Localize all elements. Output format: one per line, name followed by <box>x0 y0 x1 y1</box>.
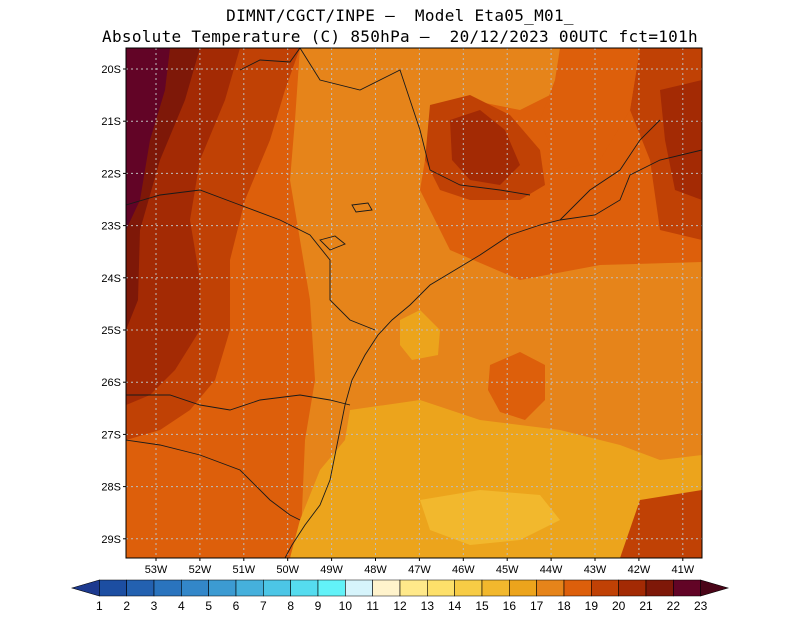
state-border-3 <box>126 439 301 521</box>
colorbar-label: 8 <box>287 599 294 613</box>
lon-label: 41W <box>671 564 694 576</box>
colorbar-label: 4 <box>178 599 185 613</box>
state-border-1 <box>126 189 376 331</box>
colorbar-swatch <box>208 579 237 597</box>
colorbar-label: 19 <box>585 599 599 613</box>
temp-band-southeast-warm <box>620 490 702 558</box>
colorbar-swatch <box>618 579 647 597</box>
colorbar-label: 11 <box>366 599 379 613</box>
colorbar-label: 15 <box>475 599 489 613</box>
lat-label: 20S <box>101 64 121 76</box>
colorbar-swatch <box>99 579 127 597</box>
colorbar-label: 14 <box>448 599 462 613</box>
title-line-2: Absolute Temperature (C) 850hPa – 20/12/… <box>102 27 698 46</box>
lon-label: 44W <box>540 564 563 576</box>
colorbar-swatch <box>645 579 674 597</box>
longitude-labels: 53W 52W 51W 50W 49W 48W 47W 46W 45W 44W 43W 42W 41W <box>145 558 695 576</box>
title-line-1: DIMNT/CGCT/INPE – Model Eta05_M01_ <box>226 6 574 25</box>
colorbar-label: 20 <box>612 599 626 613</box>
lat-label: 24S <box>101 273 121 285</box>
lon-label: 48W <box>364 564 387 576</box>
lat-label: 27S <box>101 429 121 441</box>
lon-label: 52W <box>189 564 212 576</box>
colorbar-swatch <box>345 579 373 597</box>
temp-band-18-pocket <box>488 352 545 420</box>
colorbar-label: 22 <box>667 599 681 613</box>
colorbar-label: 17 <box>530 599 544 613</box>
reservoir-2 <box>351 202 373 213</box>
temperature-field <box>126 48 702 558</box>
colorbar-label: 6 <box>233 599 240 613</box>
colorbar-swatch <box>673 579 701 597</box>
colorbar-swatch <box>563 579 592 597</box>
colorbar-label: 9 <box>315 599 322 613</box>
temp-band-23 <box>126 48 170 230</box>
state-border-4 <box>299 48 531 196</box>
lon-label: 49W <box>320 564 343 576</box>
lon-label: 50W <box>276 564 299 576</box>
colorbar-label: 2 <box>123 599 130 613</box>
lat-label: 21S <box>101 116 121 128</box>
lat-label: 29S <box>101 534 121 546</box>
lon-label: 47W <box>408 564 431 576</box>
colorbar-swatch <box>126 579 155 597</box>
colorbar-label: 23 <box>694 599 708 613</box>
lon-label: 45W <box>496 564 519 576</box>
colorbar: 1 2 3 4 5 6 7 8 9 10 11 12 13 14 15 16 17 18 19 20 21 22 23 <box>70 579 730 613</box>
lat-label: 25S <box>101 325 121 337</box>
latitude-labels: 20S 21S 22S 23S 24S 25S 26S 27S 28S 29S <box>101 64 126 546</box>
colorbar-swatch <box>481 579 510 597</box>
colorbar-swatch <box>427 579 455 597</box>
temp-band-17b <box>400 310 440 360</box>
state-border-2 <box>126 394 351 411</box>
map-frame <box>125 47 703 559</box>
colorbar-swatch <box>454 579 483 597</box>
colorbar-swatch <box>153 579 182 597</box>
colorbar-label: 10 <box>339 599 353 613</box>
colorbar-label: 3 <box>151 599 158 613</box>
coastline <box>284 149 702 558</box>
colorbar-swatch <box>317 579 346 597</box>
coastlines-borders <box>126 48 702 558</box>
colorbar-label: 18 <box>557 599 571 613</box>
temp-band-19-east <box>540 48 640 170</box>
colorbar-label: 12 <box>393 599 407 613</box>
colorbar-swatch <box>700 579 730 597</box>
colorbar-label: 1 <box>96 599 103 613</box>
temp-band-16 <box>420 490 560 545</box>
graticule <box>126 48 702 558</box>
river-1 <box>239 48 301 71</box>
temp-band-21-inland <box>450 110 520 185</box>
lon-label: 42W <box>628 564 651 576</box>
colorbar-swatch <box>536 579 565 597</box>
colorbar-swatch <box>235 579 264 597</box>
state-border-5 <box>559 119 661 221</box>
lon-label: 46W <box>452 564 475 576</box>
lat-label: 23S <box>101 221 121 233</box>
colorbar-swatch <box>70 579 100 597</box>
colorbar-swatch <box>372 579 401 597</box>
temp-band-21-east <box>660 80 702 200</box>
colorbar-label: 13 <box>421 599 435 613</box>
lat-label: 26S <box>101 377 121 389</box>
colorbar-swatch <box>399 579 428 597</box>
lat-label: 28S <box>101 482 121 494</box>
lon-label: 51W <box>232 564 255 576</box>
lon-label: 43W <box>584 564 607 576</box>
colorbar-swatch <box>591 579 619 597</box>
colorbar-label: 5 <box>205 599 212 613</box>
colorbar-label: 16 <box>503 599 517 613</box>
colorbar-swatch <box>290 579 319 597</box>
lat-label: 22S <box>101 168 121 180</box>
lon-label: 53W <box>145 564 168 576</box>
colorbar-swatch <box>263 579 291 597</box>
reservoir-1 <box>319 235 346 251</box>
colorbar-swatch <box>181 579 209 597</box>
colorbar-swatch <box>509 579 537 597</box>
temp-band-17 <box>290 400 702 558</box>
colorbar-label: 21 <box>639 599 653 613</box>
colorbar-label: 7 <box>260 599 267 613</box>
